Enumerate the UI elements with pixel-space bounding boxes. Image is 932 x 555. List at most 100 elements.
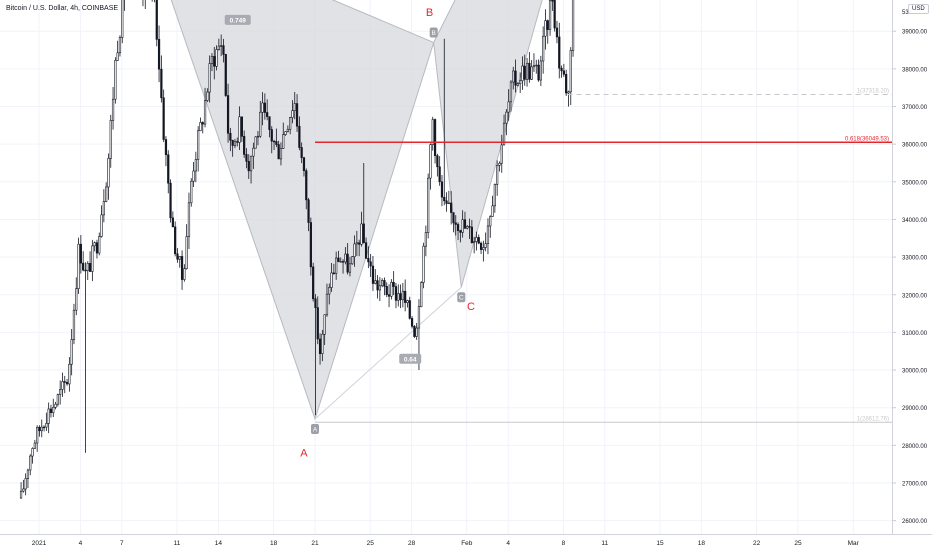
candle-body: [401, 290, 404, 301]
candle-body: [459, 230, 462, 233]
candle-body: [523, 65, 526, 80]
candle-body: [431, 119, 434, 145]
time-axis-label: 11: [174, 540, 181, 547]
candle-body: [88, 263, 92, 272]
price-axis-label: 30000.00: [902, 369, 928, 375]
candle-body: [475, 237, 478, 242]
candle-body: [180, 256, 184, 280]
candle-body: [300, 147, 303, 158]
candle-body: [461, 219, 464, 233]
candle-body: [226, 95, 230, 134]
candle-body: [286, 128, 289, 132]
candle-body: [236, 141, 239, 143]
candle-body: [275, 141, 278, 145]
candle-body: [337, 257, 340, 262]
candle-body: [447, 202, 450, 205]
candle-body: [38, 426, 41, 432]
candle-body: [505, 111, 508, 124]
candle-body: [95, 242, 99, 254]
ratio-label: 0.64: [404, 356, 417, 363]
candle-body: [385, 286, 388, 295]
candle-body: [470, 226, 473, 244]
candle-body: [157, 39, 161, 70]
candle-body: [362, 223, 365, 243]
pattern-point-label: B: [432, 30, 436, 37]
price-axis-label: 33000.00: [902, 256, 928, 262]
candle-body: [353, 243, 356, 257]
candle-body: [325, 293, 329, 316]
candle-body: [420, 282, 423, 307]
candle-body: [358, 242, 361, 245]
candle-body: [178, 256, 181, 260]
price-axis-label: 28000.00: [902, 444, 928, 450]
time-axis-label: 28: [408, 540, 416, 547]
candle-body: [238, 116, 241, 143]
candle-body: [410, 318, 414, 327]
candle-body: [266, 112, 269, 117]
candle-body: [70, 339, 73, 365]
candle-body: [272, 140, 276, 143]
candle-body: [240, 116, 243, 137]
candle-body: [42, 426, 46, 429]
candle-body: [284, 131, 287, 135]
candle-body: [387, 294, 391, 297]
candle-body: [33, 442, 36, 449]
candle-body: [47, 408, 50, 424]
candle-body: [500, 144, 503, 164]
candle-body: [187, 202, 191, 237]
candle-body: [183, 268, 186, 280]
candle-body: [192, 170, 195, 182]
candle-body: [54, 403, 57, 408]
candle-body: [222, 45, 225, 55]
candle-body: [562, 70, 565, 75]
candle-body: [314, 298, 317, 308]
candle-body: [86, 263, 89, 271]
candle-body: [162, 97, 165, 140]
candle-body: [339, 261, 342, 263]
candle-body: [201, 122, 204, 125]
candle-body: [24, 478, 27, 490]
candle-body: [369, 261, 372, 267]
price-axis-label: 31000.00: [902, 331, 928, 337]
candle-body: [72, 309, 76, 340]
candle-body: [220, 45, 223, 47]
pattern-point-label: C: [459, 295, 464, 302]
candle-body: [210, 56, 214, 64]
candle-body: [270, 129, 273, 142]
candle-body: [413, 325, 416, 337]
candle-body: [268, 116, 271, 130]
candle-body: [279, 148, 283, 160]
candle-body: [316, 307, 319, 340]
time-axis-label: 15: [656, 540, 664, 547]
candle-body: [291, 110, 294, 118]
candle-body: [293, 103, 296, 111]
candle-body: [484, 243, 487, 248]
annotation-text: C: [467, 301, 475, 313]
candle-body: [519, 80, 522, 84]
candle-body: [185, 236, 188, 269]
currency-button[interactable]: USD: [908, 4, 929, 14]
candle-body: [224, 54, 227, 96]
candle-body: [482, 247, 485, 250]
candle-body: [312, 266, 315, 300]
time-axis-label: 4: [506, 540, 510, 547]
candle-body: [61, 381, 64, 390]
candle-body: [233, 141, 237, 146]
candle-body: [567, 91, 570, 94]
price-axis-label: 32000.00: [902, 293, 928, 299]
candle-body: [213, 56, 216, 67]
candle-body: [468, 226, 471, 228]
candle-body: [107, 158, 110, 188]
candle-body: [406, 300, 409, 303]
candle-body: [427, 177, 430, 233]
candle-body: [56, 394, 59, 405]
candle-body: [466, 226, 469, 229]
pattern-point-label: A: [313, 426, 318, 433]
candle-body: [160, 68, 163, 99]
candle-body: [330, 272, 333, 288]
candle-body: [318, 338, 322, 354]
candle-body: [394, 286, 398, 301]
candle-body: [514, 70, 517, 86]
